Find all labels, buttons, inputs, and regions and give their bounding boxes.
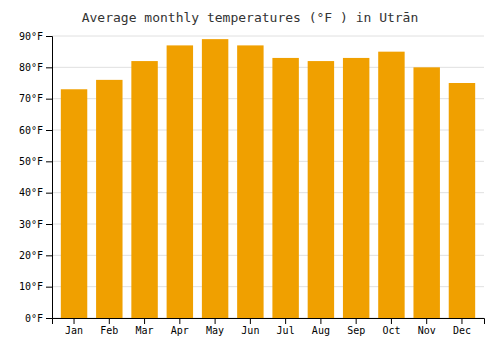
- tick: Sep: [347, 318, 365, 336]
- tick-label: 40°F: [19, 187, 43, 198]
- tick-mark: [320, 318, 321, 324]
- tick: 60°F: [19, 125, 52, 136]
- tick: Mar: [136, 318, 154, 336]
- tick-mark: [144, 318, 145, 324]
- tick-mark: [46, 130, 52, 131]
- tick-mark: [285, 318, 286, 324]
- tick: Jun: [241, 318, 259, 336]
- tick-mark: [74, 318, 75, 324]
- tick-label: 80°F: [19, 62, 43, 73]
- axis-line: [53, 319, 485, 325]
- tick-mark: [46, 318, 52, 319]
- title: Average monthly temperatures (°F ) in Ut…: [82, 10, 419, 25]
- bar: [378, 52, 404, 318]
- tick-label: Apr: [171, 325, 189, 336]
- grid: [52, 36, 484, 318]
- tick-mark: [109, 318, 110, 324]
- tick: 50°F: [19, 156, 52, 167]
- tick-label: 20°F: [19, 250, 43, 261]
- bar: [237, 45, 263, 318]
- bars: [61, 39, 475, 318]
- tick: May: [206, 318, 224, 336]
- tick-mark: [46, 161, 52, 162]
- tick: 0°F: [25, 313, 52, 324]
- tick-mark: [46, 224, 52, 225]
- tick-mark: [46, 99, 52, 100]
- tick-label: Mar: [136, 325, 154, 336]
- tick-mark: [356, 318, 357, 324]
- tick-label: 50°F: [19, 156, 43, 167]
- tick-mark: [461, 318, 462, 324]
- tick: 70°F: [19, 93, 52, 104]
- tick: 40°F: [19, 187, 52, 198]
- tick-label: 10°F: [19, 281, 43, 292]
- tick-mark: [391, 318, 392, 324]
- chart: Jan Feb Mar Apr May Jun Jul Aug Sep Oct Nov Dec 0°F 1…: [0, 0, 500, 350]
- tick: Aug: [312, 318, 330, 336]
- tick-mark: [46, 67, 52, 68]
- tick-label: 90°F: [19, 31, 43, 42]
- tick-mark: [179, 318, 180, 324]
- bar: [343, 58, 369, 318]
- tick: 30°F: [19, 219, 52, 230]
- tick-label: Feb: [100, 325, 118, 336]
- bar: [96, 80, 122, 318]
- bar: [131, 61, 157, 318]
- tick: 20°F: [19, 250, 52, 261]
- bar: [308, 61, 334, 318]
- tick: Nov: [418, 318, 436, 336]
- tick-label: Sep: [347, 325, 365, 336]
- tick-label: Jan: [65, 325, 83, 336]
- y-axis: 0°F 10°F 20°F 30°F 40°F 50°F 60°F 70°F 80°F 90°F: [19, 31, 53, 324]
- tick-label: 0°F: [25, 313, 43, 324]
- tick: 90°F: [19, 31, 52, 42]
- tick-mark: [250, 318, 251, 324]
- tick-mark: [46, 193, 52, 194]
- tick: Oct: [382, 318, 400, 336]
- tick: 10°F: [19, 281, 52, 292]
- tick-label: Aug: [312, 325, 330, 336]
- axis-line: [46, 37, 53, 319]
- tick: Apr: [171, 318, 189, 336]
- bar: [61, 89, 87, 318]
- bar: [167, 45, 193, 318]
- bar: [202, 39, 228, 318]
- tick-mark: [215, 318, 216, 324]
- tick-label: Jul: [277, 325, 295, 336]
- tick-mark: [46, 287, 52, 288]
- tick-label: 30°F: [19, 219, 43, 230]
- tick: Feb: [100, 318, 118, 336]
- plot-area: Jan Feb Mar Apr May Jun Jul Aug Sep Oct Nov Dec 0°F 1…: [19, 31, 485, 336]
- tick-label: 60°F: [19, 125, 43, 136]
- tick-label: Nov: [418, 325, 436, 336]
- tick-label: May: [206, 325, 224, 336]
- grid-line: [52, 36, 484, 37]
- tick-label: 70°F: [19, 93, 43, 104]
- tick: 80°F: [19, 62, 52, 73]
- tick-mark: [46, 36, 52, 37]
- bar: [272, 58, 298, 318]
- tick: Jan: [65, 318, 83, 336]
- tick-label: Oct: [382, 325, 400, 336]
- x-axis: Jan Feb Mar Apr May Jun Jul Aug Sep Oct Nov Dec: [53, 318, 485, 336]
- tick-label: Dec: [453, 325, 471, 336]
- tick: Jul: [277, 318, 295, 336]
- tick-mark: [46, 255, 52, 256]
- bar: [413, 67, 439, 318]
- tick: Dec: [453, 318, 471, 336]
- bar: [449, 83, 475, 318]
- tick-mark: [426, 318, 427, 324]
- tick-label: Jun: [241, 325, 259, 336]
